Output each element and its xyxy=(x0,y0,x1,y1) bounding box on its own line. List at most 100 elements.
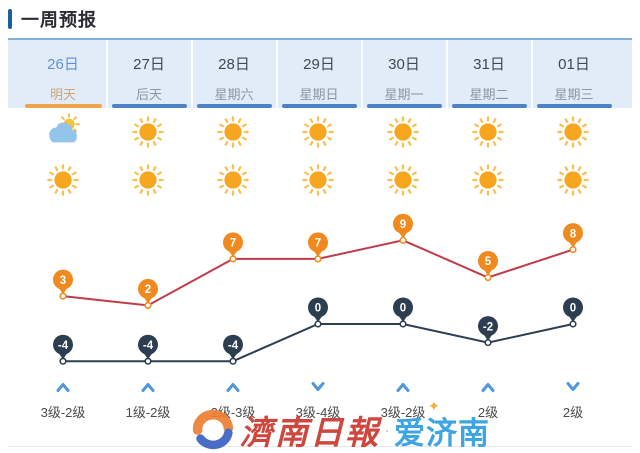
svg-text:0: 0 xyxy=(400,303,406,315)
nighttime-weather-cell xyxy=(276,156,361,204)
wind-level-label: 2级-3级 xyxy=(210,405,256,420)
daytime-weather-cell xyxy=(276,108,361,156)
sunny-icon xyxy=(217,164,249,196)
low-temperature-marker: -2 xyxy=(478,316,498,347)
sun-behind-cloud-icon xyxy=(49,113,80,143)
nighttime-weather-icons-row xyxy=(8,156,632,204)
date-label: 30日 xyxy=(388,56,420,73)
date-label: 26日 xyxy=(47,56,79,73)
wind-level-cell: 3级-4级 xyxy=(276,400,361,430)
sunny-icon xyxy=(387,164,419,196)
day-column-tab[interactable]: 31日 星期二 xyxy=(445,40,531,108)
weekday-label: 星期日 xyxy=(299,87,339,102)
daytime-weather-cell xyxy=(531,108,616,156)
wind-up-arrow-icon xyxy=(56,383,70,392)
wind-level-cell: 2级 xyxy=(531,400,616,430)
wind-level-cell: 3级-2级 xyxy=(21,400,106,430)
weekday-label: 星期三 xyxy=(554,87,594,102)
nighttime-weather-cell xyxy=(446,156,531,204)
low-temperature-marker: 0 xyxy=(563,297,583,328)
tab-underline xyxy=(536,104,612,108)
tab-underline xyxy=(366,104,442,108)
svg-text:3: 3 xyxy=(60,275,66,287)
sunny-icon xyxy=(557,164,589,196)
low-temperature-marker: -4 xyxy=(53,334,73,365)
svg-text:-4: -4 xyxy=(58,340,69,352)
wind-up-arrow-icon xyxy=(396,383,410,392)
sunny-icon xyxy=(302,116,334,148)
wind-direction-cell xyxy=(531,374,616,400)
sunny-icon xyxy=(217,116,249,148)
wind-up-arrow-icon xyxy=(141,383,155,392)
svg-text:9: 9 xyxy=(400,219,406,231)
bottom-divider xyxy=(8,446,632,447)
high-temperature-marker: 3 xyxy=(53,269,73,300)
svg-text:-4: -4 xyxy=(228,340,239,352)
wind-direction-cell xyxy=(106,374,191,400)
svg-text:-4: -4 xyxy=(143,340,154,352)
date-label: 31日 xyxy=(473,56,505,73)
wind-down-arrow-icon xyxy=(311,382,325,391)
weekday-label: 明天 xyxy=(49,87,76,102)
sunny-icon xyxy=(47,164,79,196)
wind-level-label: 1级-2级 xyxy=(125,405,171,420)
nighttime-weather-cell xyxy=(361,156,446,204)
wind-up-arrow-icon xyxy=(226,383,240,392)
sunny-icon xyxy=(472,164,504,196)
wind-direction-row xyxy=(8,374,632,400)
wind-level-label: 3级-2级 xyxy=(40,405,86,420)
weekday-label: 星期六 xyxy=(214,87,254,102)
tab-underline xyxy=(196,104,272,108)
wind-direction-cell xyxy=(361,374,446,400)
svg-text:0: 0 xyxy=(570,303,576,315)
wind-down-arrow-icon xyxy=(566,382,580,391)
day-column-tab[interactable]: 28日 星期六 xyxy=(190,40,276,108)
daytime-weather-cell xyxy=(106,108,191,156)
day-column-tab[interactable]: 29日 星期日 xyxy=(275,40,361,108)
day-column-tab[interactable]: 27日 后天 xyxy=(105,40,191,108)
tab-underline xyxy=(24,104,102,108)
high-temperature-marker: 5 xyxy=(478,251,498,282)
high-temperature-marker: 2 xyxy=(138,278,158,309)
day-column-tab[interactable]: 30日 星期一 xyxy=(360,40,446,108)
wind-level-cell: 2级 xyxy=(446,400,531,430)
day-column-tab[interactable]: 26日 明天 xyxy=(21,40,106,108)
wind-direction-cell xyxy=(191,374,276,400)
weekday-label: 星期一 xyxy=(384,87,424,102)
high-temperature-marker: 7 xyxy=(308,232,328,263)
wind-direction-cell xyxy=(446,374,531,400)
nighttime-weather-cell xyxy=(106,156,191,204)
weekday-label: 星期二 xyxy=(469,87,509,102)
title-accent-bar xyxy=(8,9,12,29)
nighttime-weather-cell xyxy=(191,156,276,204)
wind-level-label: 3级-2级 xyxy=(380,405,426,420)
wind-direction-cell xyxy=(21,374,106,400)
section-header: 一周预报 xyxy=(0,0,640,38)
forecast-board: 26日 明天 27日 后天 28日 星期六 29日 星期日 30日 星期一 31… xyxy=(8,38,632,452)
wind-level-label: 2级 xyxy=(477,405,499,420)
sunny-icon xyxy=(387,116,419,148)
low-temperature-marker: -4 xyxy=(138,334,158,365)
temperature-trend-chart: 3 2 7 7 9 5 8 -4 -4 -4 0 0 -2 0 xyxy=(53,213,583,365)
low-temperature-marker: -4 xyxy=(223,334,243,365)
wind-level-cell: 3级-2级 xyxy=(361,400,446,430)
page-title: 一周预报 xyxy=(21,10,97,30)
tab-underline xyxy=(281,104,357,108)
wind-direction-cell xyxy=(276,374,361,400)
svg-text:8: 8 xyxy=(570,228,577,240)
svg-text:2: 2 xyxy=(145,284,151,296)
wind-level-label: 3级-4级 xyxy=(295,405,341,420)
date-label: 27日 xyxy=(133,56,165,73)
wind-up-arrow-icon xyxy=(481,383,495,392)
wind-level-label: 2级 xyxy=(562,405,584,420)
svg-text:7: 7 xyxy=(315,238,321,250)
sunny-icon xyxy=(132,116,164,148)
nighttime-weather-cell xyxy=(531,156,616,204)
wind-level-row: 3级-2级 1级-2级 2级-3级 3级-4级 3级-2级 2级 2级 xyxy=(8,400,632,430)
svg-text:-2: -2 xyxy=(483,321,493,333)
high-temperature-marker: 9 xyxy=(393,213,413,244)
svg-text:0: 0 xyxy=(315,303,321,315)
wind-level-cell: 2级-3级 xyxy=(191,400,276,430)
day-column-tab[interactable]: 01日 星期三 xyxy=(530,40,616,108)
